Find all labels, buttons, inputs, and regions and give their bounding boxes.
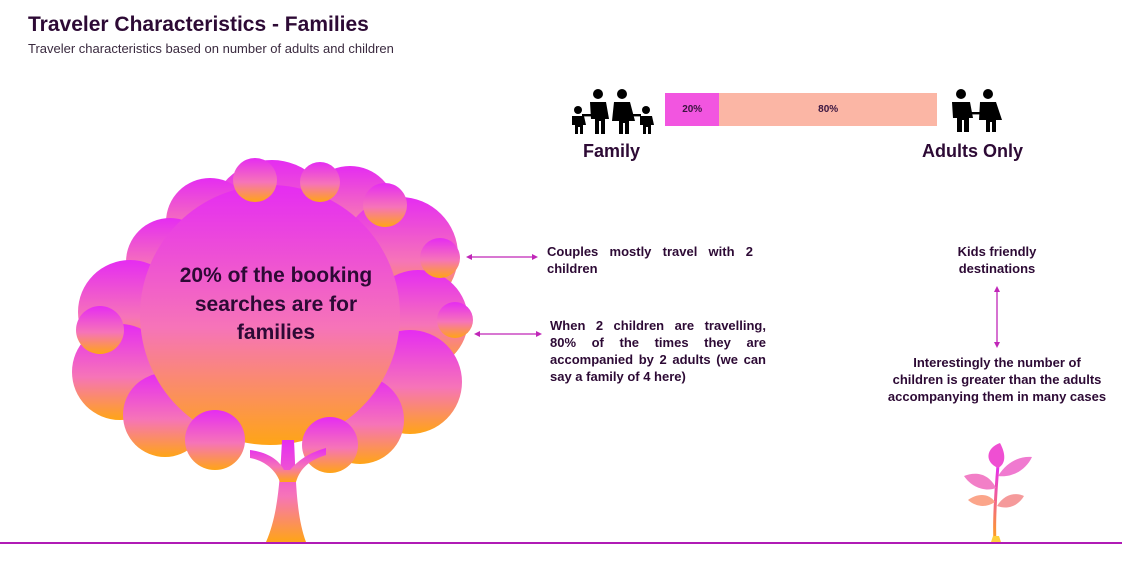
bar-segment-family: 20%	[665, 93, 720, 126]
legend-adults-only-label: Adults Only	[922, 141, 1024, 161]
page-subtitle: Traveler characteristics based on number…	[28, 41, 394, 56]
legend-family-label: Family	[583, 141, 641, 161]
note-interestingly: Interestingly the number of children is …	[887, 355, 1107, 404]
family-icon	[572, 89, 654, 134]
stacked-bar-chart: 20% 80%	[665, 93, 937, 126]
bar-segment-adults-only: 80%	[719, 93, 937, 126]
note-kids-friendly: Kids friendly destinations	[957, 244, 1037, 276]
data-label-family: 20%	[682, 104, 703, 115]
note-couples: Couples mostly travel with 2 children	[547, 244, 753, 276]
note-two-children: When 2 children are travelling, 80% of t…	[550, 318, 766, 384]
data-label-adults-only: 80%	[818, 104, 839, 115]
sapling-icon	[964, 443, 1032, 543]
page-title: Traveler Characteristics - Families	[28, 13, 369, 36]
ground-line	[0, 542, 1122, 544]
tree-callout-text: 20% of the booking searches are for fami…	[179, 264, 373, 344]
couple-icon	[952, 89, 1002, 132]
